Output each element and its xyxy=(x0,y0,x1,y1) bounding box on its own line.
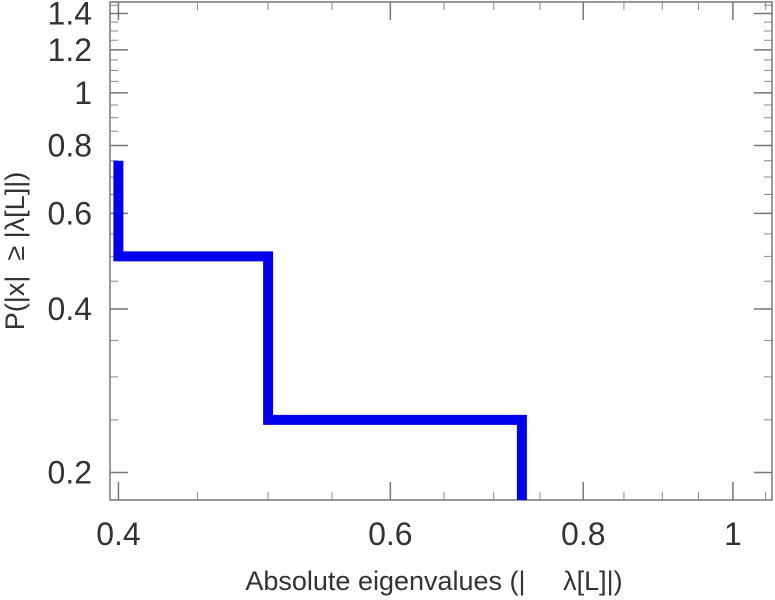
minor-ticks xyxy=(110,2,772,500)
x-tick-label: 1 xyxy=(724,516,742,552)
y-tick-label: 0.2 xyxy=(48,455,92,491)
plot-frame xyxy=(109,1,773,501)
series-layer xyxy=(113,160,527,500)
x-tick-label: 0.8 xyxy=(561,516,605,552)
y-axis-ticks: 0.2 0.4 0.6 0.8 1 1.21.4 xyxy=(48,0,772,491)
y-tick-label: 1.4 xyxy=(48,0,92,32)
x-axis-label: Absolute eigenvalues (| λ[L]|) xyxy=(245,566,622,596)
y-tick-label: 0.8 xyxy=(48,128,92,164)
y-axis-label: P(|x| ≥ |λ[L]|) xyxy=(0,172,30,330)
x-axis-ticks: 0.4 0.6 0.8 1 xyxy=(96,2,742,552)
x-tick-label: 0.6 xyxy=(368,516,412,552)
y-tick-label: 0.6 xyxy=(48,195,92,231)
x-tick-label: 0.4 xyxy=(96,516,140,552)
y-tick-label: 0.4 xyxy=(48,291,92,327)
y-tick-label: 1 xyxy=(74,75,92,111)
series-line xyxy=(113,160,527,500)
y-tick-label: 1.2 xyxy=(48,32,92,68)
